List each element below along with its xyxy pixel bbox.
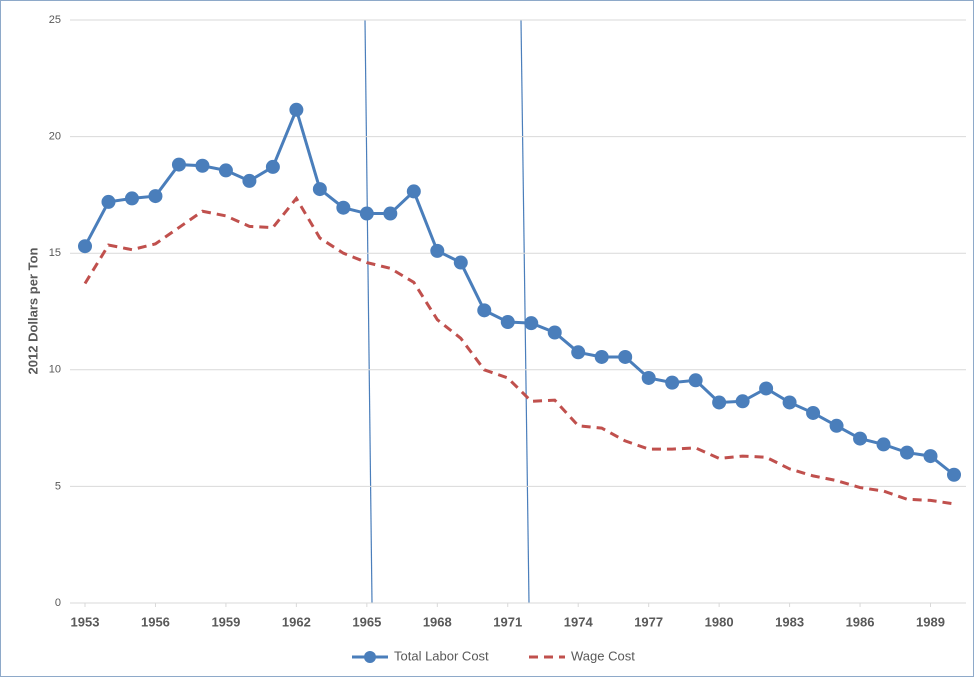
y-tick-label: 0 <box>55 597 61 609</box>
point <box>853 431 868 446</box>
point <box>876 437 891 452</box>
point <box>923 449 938 464</box>
point <box>618 349 633 364</box>
series <box>78 102 961 482</box>
point <box>242 173 257 188</box>
point <box>547 325 562 340</box>
point <box>78 239 92 254</box>
point <box>148 189 163 204</box>
point <box>712 395 727 410</box>
x-tick-label: 1962 <box>282 614 311 629</box>
point <box>124 191 139 206</box>
point <box>524 316 539 331</box>
x-tick-label: 1977 <box>634 614 663 629</box>
point <box>500 314 515 329</box>
point <box>759 381 774 396</box>
x-tick-label: 1956 <box>141 614 170 629</box>
point <box>688 373 703 388</box>
point <box>289 102 304 117</box>
point <box>571 345 586 360</box>
point <box>265 159 280 174</box>
annotation-line <box>520 19 530 604</box>
x-tick-label: 1989 <box>916 614 945 629</box>
y-axis-label: 2012 Dollars per Ton <box>25 247 40 374</box>
x-tick-label: 1971 <box>493 614 522 629</box>
point <box>477 303 492 318</box>
point <box>735 394 750 409</box>
point <box>641 370 656 385</box>
point <box>782 395 797 410</box>
point <box>406 184 421 199</box>
point <box>900 445 915 460</box>
point <box>453 255 468 270</box>
y-tick-label: 25 <box>49 14 61 26</box>
x-tick-label: 1953 <box>71 614 100 629</box>
point <box>383 206 398 221</box>
legend-label: Wage Cost <box>571 648 635 663</box>
y-tick-label: 10 <box>49 364 61 376</box>
x-tick-label: 1959 <box>211 614 240 629</box>
y-tick-label: 5 <box>55 480 61 492</box>
annotation-line <box>364 19 373 604</box>
point <box>359 206 374 221</box>
y-tick-label: 20 <box>49 131 61 143</box>
point <box>218 163 233 178</box>
legend-marker <box>364 651 376 663</box>
x-tick-label: 1983 <box>775 614 804 629</box>
x-tick-label: 1980 <box>705 614 734 629</box>
x-tick-label: 1986 <box>846 614 875 629</box>
point <box>665 375 680 390</box>
x-tick-label: 1965 <box>352 614 381 629</box>
point <box>806 405 821 420</box>
point <box>101 194 116 209</box>
point <box>829 418 844 433</box>
y-tick-label: 15 <box>49 247 61 259</box>
x-tick-label: 1968 <box>423 614 452 629</box>
point <box>171 157 186 172</box>
point <box>312 182 327 197</box>
point <box>594 349 609 364</box>
point <box>947 467 961 482</box>
x-tick-label: 1974 <box>564 614 594 629</box>
point <box>195 158 210 173</box>
point <box>336 200 351 215</box>
legend-label: Total Labor Cost <box>394 648 489 663</box>
point <box>430 243 445 258</box>
